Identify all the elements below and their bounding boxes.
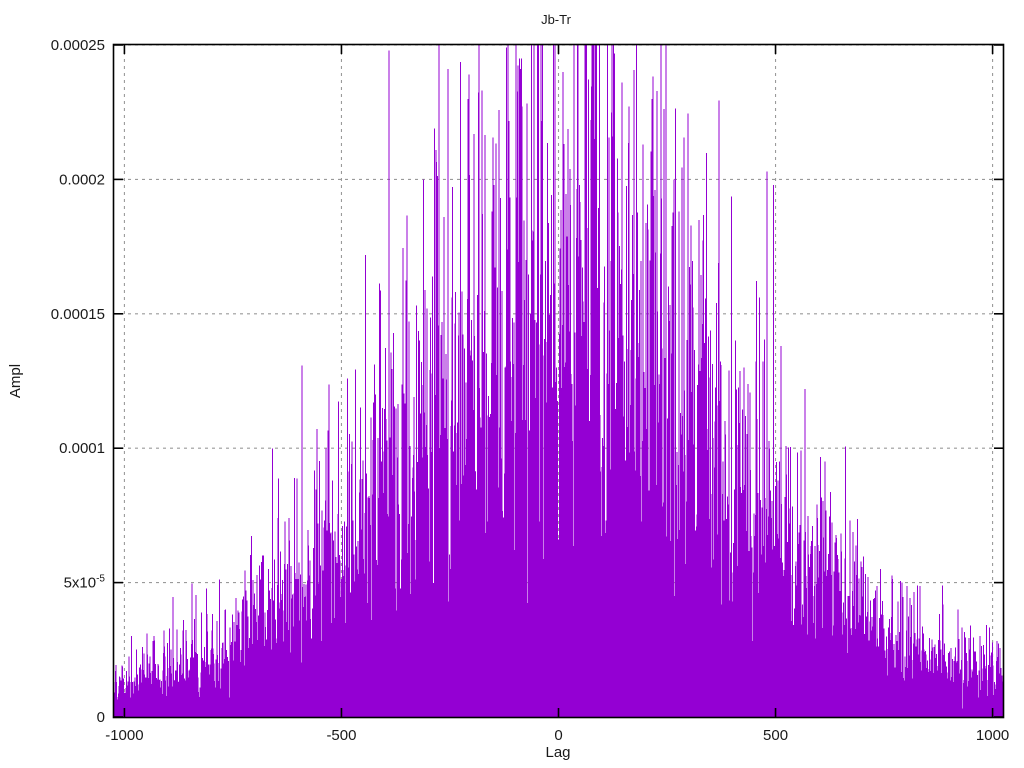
plot-frame	[112, 43, 1005, 719]
x-tick-label: 1000	[976, 727, 1009, 744]
y-tick-label: 5x10-5	[64, 574, 106, 592]
x-axis-label: Lag	[545, 744, 570, 761]
y-axis-label: Ampl	[7, 364, 24, 398]
y-tick-label: 0.00015	[51, 306, 105, 323]
x-tick-label: -500	[326, 727, 356, 744]
y-tick-label: 0.0002	[59, 171, 105, 188]
y-tick-label: 0.0001	[59, 440, 105, 457]
x-tick-label: -1000	[105, 727, 143, 744]
x-tick-label: 0	[554, 727, 562, 744]
chart-title: Jb-Tr	[541, 12, 572, 27]
x-tick-label: 500	[763, 727, 788, 744]
y-tick-label: 0.00025	[51, 37, 105, 54]
axis-tick-labels: -1000 -500 0 500 1000 0 5x10-5 0.0001 0.00015 0.0…	[51, 37, 1010, 744]
y-tick-label: 0	[97, 709, 105, 726]
axis-ticks	[114, 44, 1003, 718]
data-spikes	[113, 45, 1004, 717]
